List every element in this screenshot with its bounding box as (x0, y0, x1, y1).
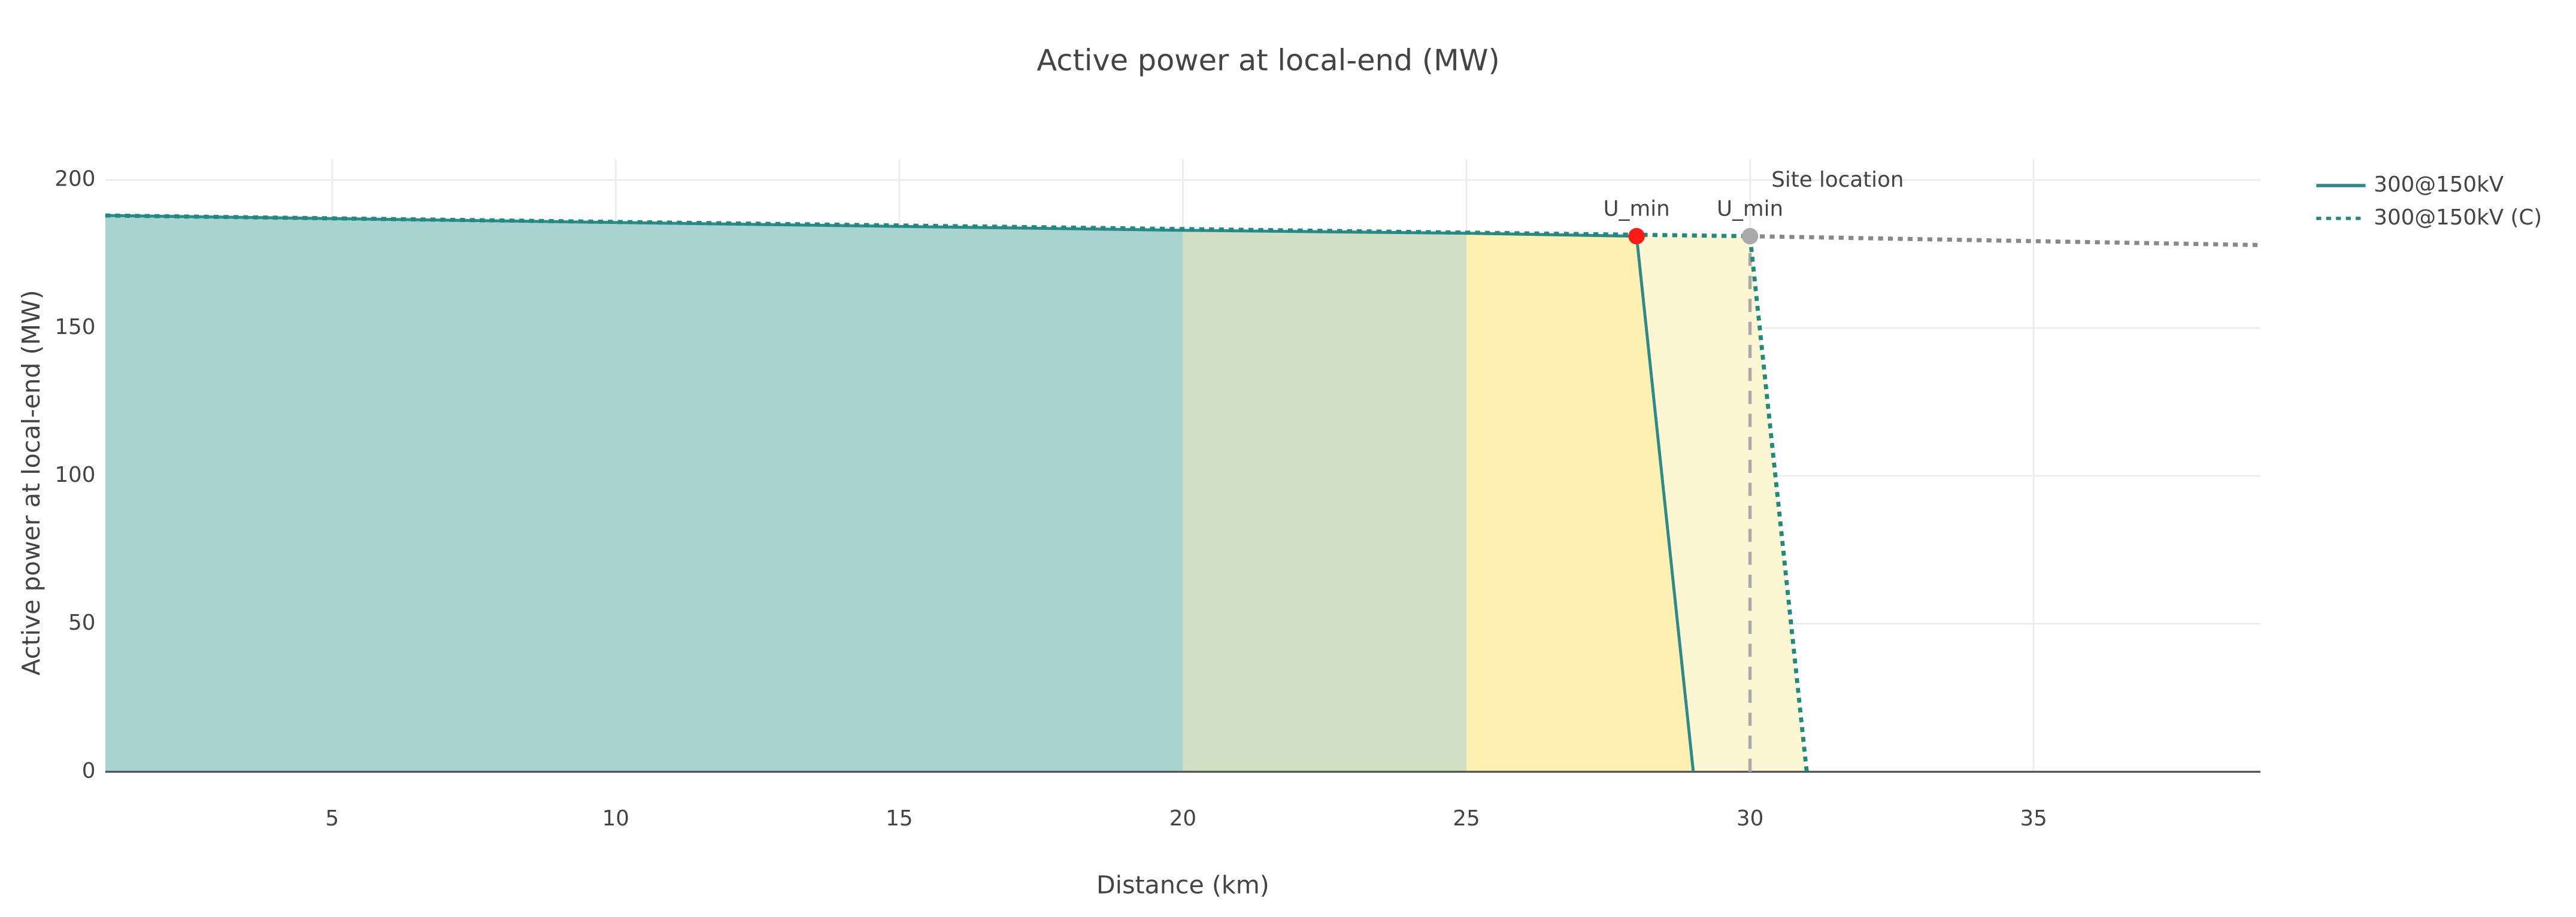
x-axis-title: Distance (km) (1096, 870, 1269, 899)
marker-label: U_min (1604, 197, 1670, 221)
site-label: Site location (1771, 168, 1904, 192)
fill-area (1466, 233, 1693, 772)
marker-label: U_min (1717, 197, 1783, 221)
legend-label: 300@150kV (2374, 172, 2504, 197)
x-tick-label: 20 (1169, 806, 1196, 831)
x-tick-label: 15 (886, 806, 913, 831)
x-tick-label: 35 (2020, 806, 2047, 831)
series-line (105, 213, 1809, 772)
legend-label: 300@150kV (C) (2374, 205, 2542, 230)
x-tick-label: 5 (325, 806, 339, 831)
y-tick-label: 50 (68, 611, 95, 635)
y-tick-label: 200 (54, 167, 95, 192)
series-line (1750, 234, 2261, 247)
x-tick-label: 10 (602, 806, 629, 831)
x-tick-label: 25 (1453, 806, 1480, 831)
fill-area (1183, 230, 1467, 772)
chart-title: Active power at local-end (MW) (1037, 43, 1499, 78)
y-tick-label: 0 (82, 758, 96, 783)
marker-point (1628, 227, 1645, 245)
y-tick-label: 150 (54, 315, 95, 339)
marker-point (1741, 227, 1759, 245)
fill-area (105, 215, 1183, 772)
y-tick-label: 100 (54, 463, 95, 487)
y-axis-title: Active power at local-end (MW) (17, 290, 46, 675)
x-tick-label: 30 (1736, 806, 1763, 831)
